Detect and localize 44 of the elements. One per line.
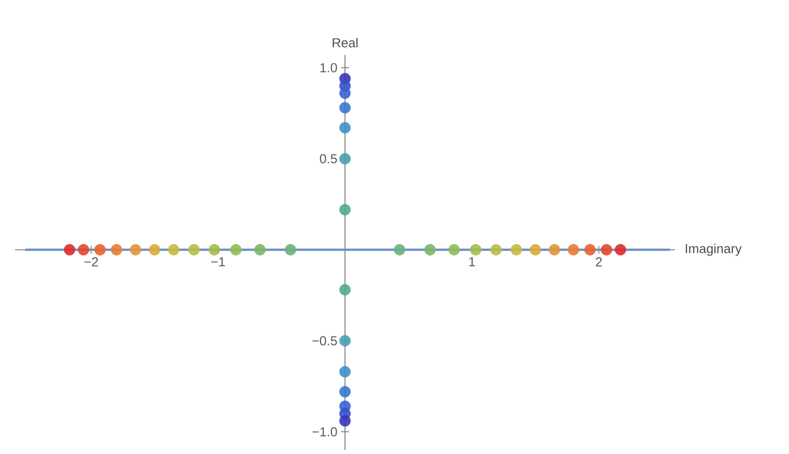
point xyxy=(470,244,482,256)
y-tick-label: −0.5 xyxy=(312,336,337,346)
point xyxy=(339,335,351,346)
x-tick-label: −2 xyxy=(84,257,98,266)
point xyxy=(254,244,266,256)
point xyxy=(110,244,122,256)
point xyxy=(490,244,502,256)
x-axis-title: Imaginary xyxy=(686,244,742,256)
y-axis-title: Real xyxy=(332,38,358,48)
point xyxy=(339,88,351,99)
point xyxy=(148,244,160,256)
point xyxy=(130,244,142,256)
point xyxy=(188,244,200,256)
point xyxy=(208,244,220,256)
point xyxy=(339,366,351,378)
point xyxy=(230,244,242,256)
x-tick-label: 2 xyxy=(596,257,602,266)
y-tick-label: −1.0 xyxy=(312,427,337,436)
x-tick-label: −1 xyxy=(211,257,225,266)
point xyxy=(64,244,76,256)
point xyxy=(339,386,351,398)
point xyxy=(339,204,351,216)
y-tick-label: 0.5 xyxy=(320,154,337,164)
point xyxy=(510,244,522,256)
point xyxy=(339,102,351,114)
point xyxy=(548,244,560,256)
point xyxy=(448,244,460,256)
point xyxy=(584,244,596,256)
point xyxy=(394,244,406,256)
point xyxy=(339,153,351,164)
point xyxy=(284,244,296,256)
y-tick-label: 1.0 xyxy=(320,63,337,72)
point xyxy=(94,244,106,256)
point xyxy=(339,284,351,296)
point xyxy=(530,244,542,256)
point xyxy=(78,244,90,256)
point xyxy=(339,415,351,427)
point xyxy=(568,244,580,256)
x-tick-label: 1 xyxy=(469,257,475,266)
point xyxy=(600,244,612,256)
point xyxy=(424,244,436,256)
point xyxy=(614,244,626,256)
point xyxy=(168,244,180,256)
point xyxy=(339,122,351,134)
